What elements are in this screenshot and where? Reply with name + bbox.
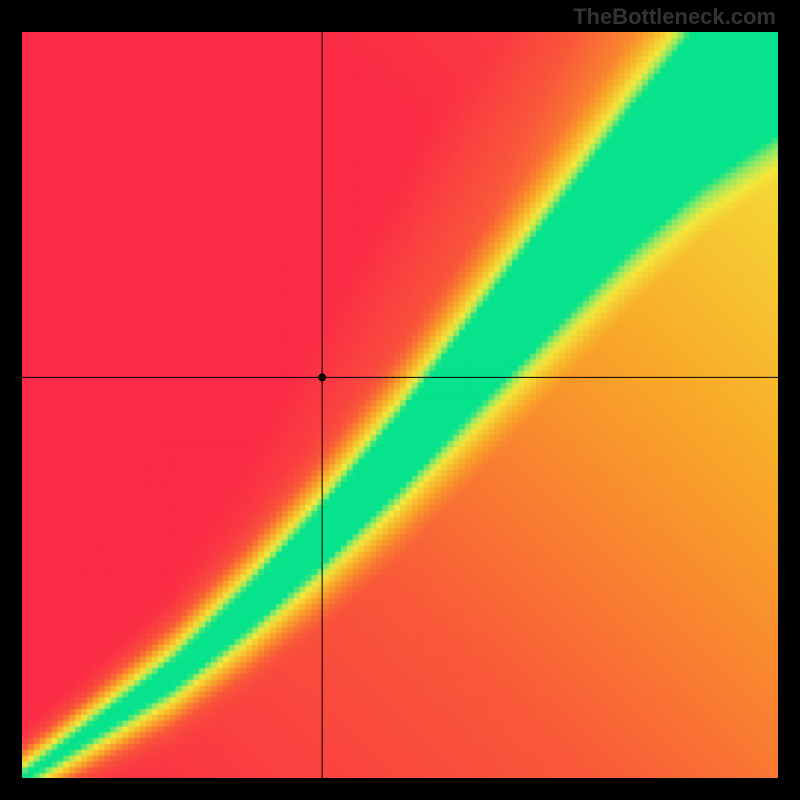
attribution-text: TheBottleneck.com [573, 4, 776, 30]
bottleneck-heatmap [22, 32, 778, 778]
chart-container: { "meta": { "attribution": "TheBottlenec… [0, 0, 800, 800]
